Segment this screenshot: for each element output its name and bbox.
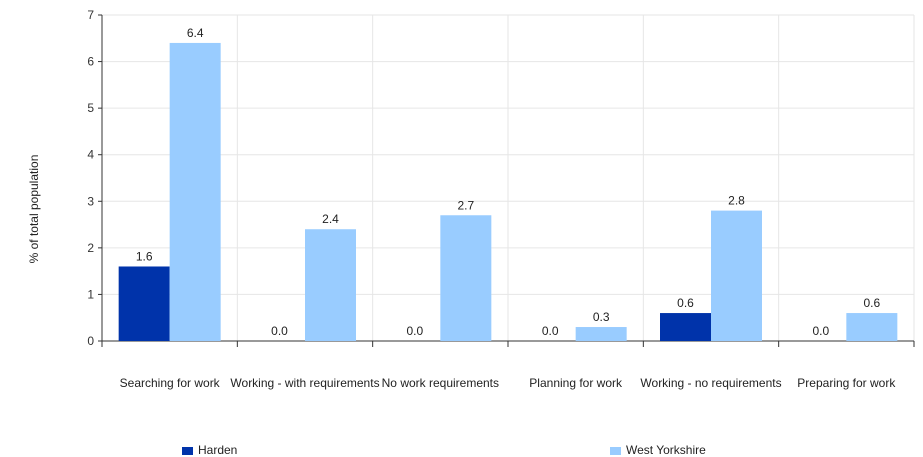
legend-label-harden: Harden [198,443,237,457]
category-labels: Searching for work Working - with require… [120,376,897,390]
data-labels: 1.6 6.4 0.0 2.4 0.0 2.7 0.0 0.3 0.6 2.8 0.0 0.6 [136,26,881,338]
bar-west-yorkshire [440,215,492,341]
y-tick-label: 5 [87,101,94,115]
category-label: Searching for work [120,376,221,390]
data-label: 2.8 [728,194,745,208]
bar-harden [118,266,170,341]
grid-lines [101,14,915,341]
y-tick-label: 3 [87,194,94,208]
data-label: 0.0 [812,324,829,338]
bar-west-yorkshire [711,210,762,341]
data-label: 0.3 [593,310,610,324]
data-label: 1.6 [136,249,153,263]
category-label: Working - with requirements [230,376,379,390]
data-label: 6.4 [187,26,204,40]
legend: Harden West Yorkshire [182,443,706,457]
category-label: Preparing for work [797,376,896,390]
legend-swatch-harden [182,447,193,455]
y-axis-label: % of total population [27,155,41,264]
y-tick-label: 7 [87,8,94,22]
data-label: 0.6 [677,296,694,310]
data-label: 0.6 [863,296,880,310]
y-tick-labels: 0 1 2 3 4 5 6 7 [87,8,94,348]
axes [98,14,915,347]
bar-west-yorkshire [846,313,898,341]
bars [118,42,898,341]
y-tick-label: 1 [87,287,94,301]
data-label: 0.0 [406,324,423,338]
category-label: No work requirements [382,376,499,390]
legend-label-west-yorkshire: West Yorkshire [626,443,706,457]
y-tick-label: 6 [87,55,94,69]
y-tick-label: 0 [87,334,94,348]
bar-west-yorkshire [575,327,627,341]
category-label: Planning for work [529,376,623,390]
data-label: 2.7 [457,198,474,212]
bar-west-yorkshire [169,42,221,341]
bar-west-yorkshire [305,229,356,341]
y-tick-label: 2 [87,241,94,255]
legend-swatch-west-yorkshire [610,447,621,455]
data-label: 2.4 [322,212,339,226]
data-label: 0.0 [542,324,559,338]
y-tick-label: 4 [87,148,94,162]
bar-harden [660,313,711,341]
data-label: 0.0 [271,324,288,338]
category-label: Working - no requirements [640,376,781,390]
